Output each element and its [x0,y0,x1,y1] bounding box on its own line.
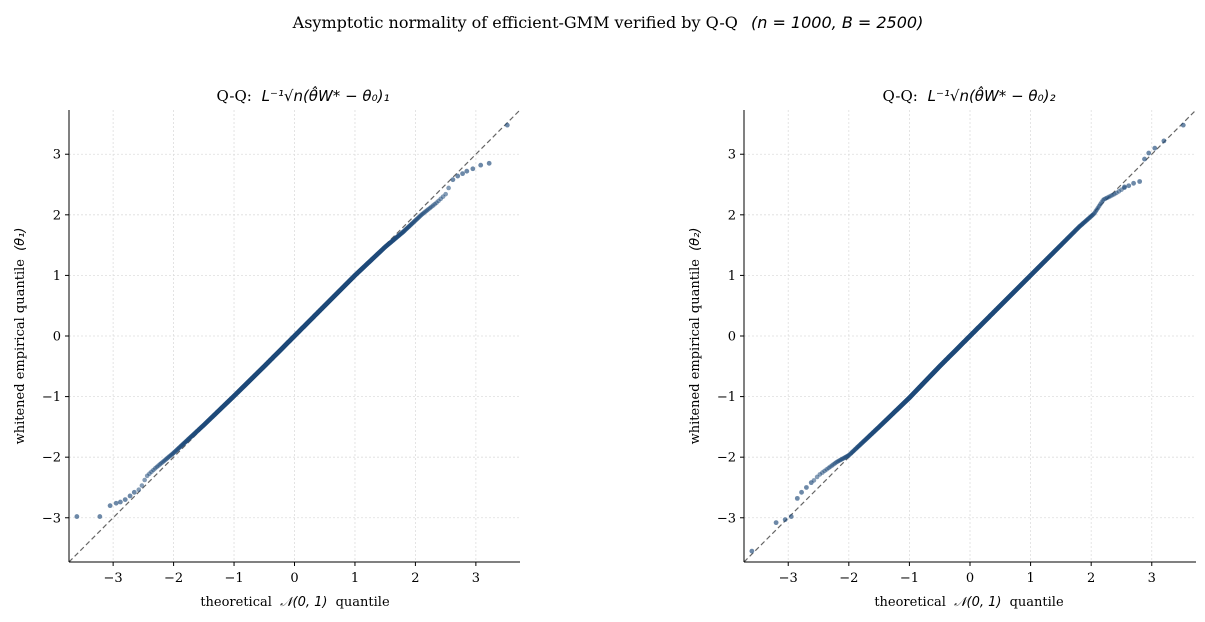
x-tick-label: −2 [164,571,183,586]
y-tick-label: 0 [53,330,61,345]
data-point [1161,138,1167,144]
y-axis-label-text: whitened empirical quantile [688,259,703,445]
panel-title-prefix: Q-Q: [217,87,252,105]
x-axis-label-suffix: quantile [336,595,390,610]
data-point [117,499,123,505]
x-tick-label: −3 [779,571,798,586]
data-point [808,480,814,486]
qq-panel-theta2: Q-Q: L⁻¹√n(θ̂W* − θ₀)₂ −3 −2 −1 0 1 2 3 −3 −2 −1 0… [688,85,1197,610]
data-point [804,485,809,490]
x-tick-label: −1 [900,571,919,586]
data-point [1152,145,1158,151]
data-point [470,166,476,172]
data-point [799,489,804,495]
suptitle-math: (n = 1000, B = 2500) [751,13,923,32]
x-tick-label: 2 [411,571,419,586]
x-tick-label: 1 [1026,571,1034,586]
data-point [464,168,470,174]
panel-title-prefix: Q-Q: [883,87,918,105]
x-axis-label: theoretical 𝒩(0, 1) quantile [200,595,390,610]
data-point [773,520,779,526]
x-axis-label-text: theoretical [200,595,272,610]
y-axis-label: whitened empirical quantile (θ₂) [688,228,703,445]
y-tick-label: 0 [728,330,736,345]
y-axis-label: whitened empirical quantile (θ₁) [13,228,28,445]
data-point [1131,180,1136,186]
x-axis-label-text: theoretical [874,595,946,610]
y-tick-label: 3 [53,148,61,163]
data-point [1137,179,1143,184]
data-point [107,503,113,509]
data-point [443,191,448,197]
x-tick-label: 0 [966,571,974,586]
suptitle-text: Asymptotic normality of efficient-GMM ve… [292,13,738,32]
data-point [74,514,80,519]
data-point [486,160,492,166]
data-point [749,548,755,554]
data-point [455,173,461,179]
y-tick-label: −2 [717,451,736,466]
data-point [1142,156,1147,162]
y-axis-label-math: (θ₁) [13,228,28,251]
panel-title-math: L⁻¹√n(θ̂W* − θ₀)₁ [262,85,390,105]
scatter-points [74,122,510,519]
panel-title: Q-Q: L⁻¹√n(θ̂W* − θ₀)₁ [217,85,390,105]
x-tick-label: 0 [290,571,298,586]
data-point [794,495,800,501]
panel-title: Q-Q: L⁻¹√n(θ̂W* − θ₀)₂ [883,85,1056,105]
data-point [1146,150,1152,156]
data-point [1126,183,1132,189]
data-point [131,489,137,495]
y-axis-label-text: whitened empirical quantile [13,259,28,445]
data-point [782,517,788,522]
y-tick-label: 2 [728,208,736,223]
x-axis-label: theoretical 𝒩(0, 1) quantile [874,595,1064,610]
scatter-points [749,122,1186,554]
y-tick-label: −3 [42,511,61,526]
x-tick-label: −1 [224,571,243,586]
data-point [122,497,128,502]
qq-panel-theta1: Q-Q: L⁻¹√n(θ̂W* − θ₀)₁ −3 −2 −1 0 1 2 3 −3 −2 −1 0… [13,85,521,610]
x-tick-label: 3 [1148,571,1156,586]
data-point [478,162,484,168]
x-tick-label: −3 [104,571,123,586]
y-tick-label: −2 [42,451,61,466]
figure-suptitle: Asymptotic normality of efficient-GMM ve… [292,13,924,32]
y-tick-label: 2 [53,208,61,223]
data-point [127,493,133,499]
data-point [136,487,142,493]
plot-area: −3 −2 −1 0 1 2 3 −3 −2 −1 0 1 2 3 [42,109,521,586]
y-tick-label: 1 [53,269,61,284]
data-point [788,514,794,519]
data-point [460,171,465,177]
data-point [139,483,145,488]
x-axis-label-suffix: quantile [1010,595,1064,610]
data-point [446,185,451,191]
plot-area: −3 −2 −1 0 1 2 3 −3 −2 −1 0 1 2 3 [717,109,1197,586]
y-tick-label: 1 [728,269,736,284]
data-point [113,500,119,506]
data-point [142,477,147,483]
y-tick-label: −1 [717,390,736,405]
y-axis-label-math: (θ₂) [688,228,703,251]
reference-line [68,109,521,563]
x-tick-label: 2 [1087,571,1095,586]
data-point [97,514,103,519]
x-axis-label-math: 𝒩(0, 1) [280,595,327,610]
data-point [1122,184,1127,190]
data-point [1180,122,1186,128]
data-point [504,122,510,128]
panel-title-math: L⁻¹√n(θ̂W* − θ₀)₂ [928,85,1056,105]
x-axis-label-math: 𝒩(0, 1) [954,595,1001,610]
y-tick-label: −1 [42,390,61,405]
data-point [450,177,456,183]
x-tick-label: 1 [351,571,359,586]
y-tick-label: −3 [717,511,736,526]
x-tick-label: −2 [839,571,858,586]
reference-line [743,109,1197,563]
x-tick-label: 3 [472,571,480,586]
y-tick-label: 3 [728,148,736,163]
